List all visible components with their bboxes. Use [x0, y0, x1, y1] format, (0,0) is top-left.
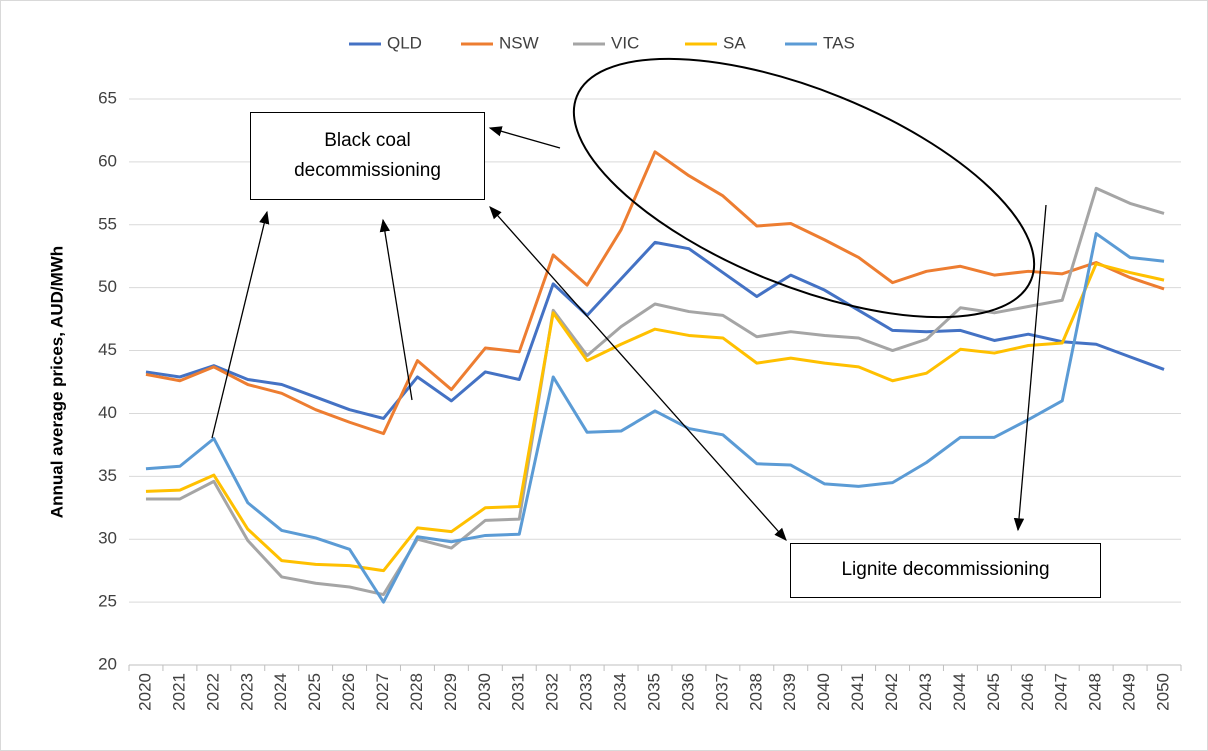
- legend-label: NSW: [499, 33, 539, 52]
- legend-label: QLD: [387, 33, 422, 52]
- x-tick-label: 2033: [577, 673, 596, 711]
- x-tick-label: 2039: [780, 673, 799, 711]
- x-tick-label: 2042: [882, 673, 901, 711]
- y-axis-label: Annual average prices, AUD/MWh: [47, 246, 66, 518]
- x-tick-label: 2036: [678, 673, 697, 711]
- x-tick-label: 2027: [373, 673, 392, 711]
- x-tick-label: 2041: [848, 673, 867, 711]
- x-tick-label: 2030: [475, 673, 494, 711]
- x-tick-label: 2048: [1086, 673, 1105, 711]
- x-tick-label: 2047: [1052, 673, 1071, 711]
- x-tick-label: 2024: [271, 673, 290, 711]
- annotation: Black coal decommissioning: [250, 112, 485, 200]
- x-tick-label: 2038: [746, 673, 765, 711]
- y-tick-label: 40: [98, 403, 117, 422]
- x-tick-label: 2049: [1120, 673, 1139, 711]
- arrow: [211, 210, 270, 439]
- annotation: Lignite decommissioning: [790, 543, 1101, 598]
- y-tick-label: 35: [98, 466, 117, 485]
- x-tick-label: 2023: [237, 673, 256, 711]
- arrow: [489, 206, 787, 541]
- arrow: [379, 218, 413, 401]
- x-tick-label: 2022: [203, 673, 222, 711]
- x-tick-label: 2046: [1018, 673, 1037, 711]
- arrow: [488, 126, 561, 149]
- x-tick-label: 2050: [1154, 673, 1173, 711]
- y-tick-label: 50: [98, 277, 117, 296]
- annotation-shapes: [211, 57, 1047, 541]
- y-tick-label: 25: [98, 592, 117, 611]
- y-tick-label: 30: [98, 529, 117, 548]
- x-tick-label: 2021: [169, 673, 188, 711]
- x-tick-label: 2035: [644, 673, 663, 711]
- y-tick-label: 60: [98, 151, 117, 170]
- legend-label: VIC: [611, 33, 639, 52]
- arrow: [1013, 204, 1047, 532]
- x-tick-label: 2034: [611, 673, 630, 711]
- x-tick-label: 2045: [984, 673, 1003, 711]
- x-tick-label: 2037: [712, 673, 731, 711]
- legend-label: TAS: [823, 33, 855, 52]
- series-line: [145, 150, 1165, 436]
- x-tick-label: 2025: [305, 673, 324, 711]
- x-tick-label: 2031: [509, 673, 528, 711]
- x-tick-label: 2044: [950, 673, 969, 711]
- x-tick-label: 2028: [407, 673, 426, 711]
- legend-label: SA: [723, 33, 746, 52]
- x-tick-label: 2020: [135, 673, 154, 711]
- x-tick-label: 2043: [916, 673, 935, 711]
- y-tick-label: 65: [98, 88, 117, 107]
- y-tick-label: 45: [98, 340, 117, 359]
- x-tick-label: 2029: [441, 673, 460, 711]
- y-tick-label: 20: [98, 654, 117, 673]
- x-tick-label: 2026: [339, 673, 358, 711]
- x-tick-label: 2032: [543, 673, 562, 711]
- ellipse: [572, 57, 1036, 319]
- y-tick-label: 55: [98, 214, 117, 233]
- x-tick-label: 2040: [814, 673, 833, 711]
